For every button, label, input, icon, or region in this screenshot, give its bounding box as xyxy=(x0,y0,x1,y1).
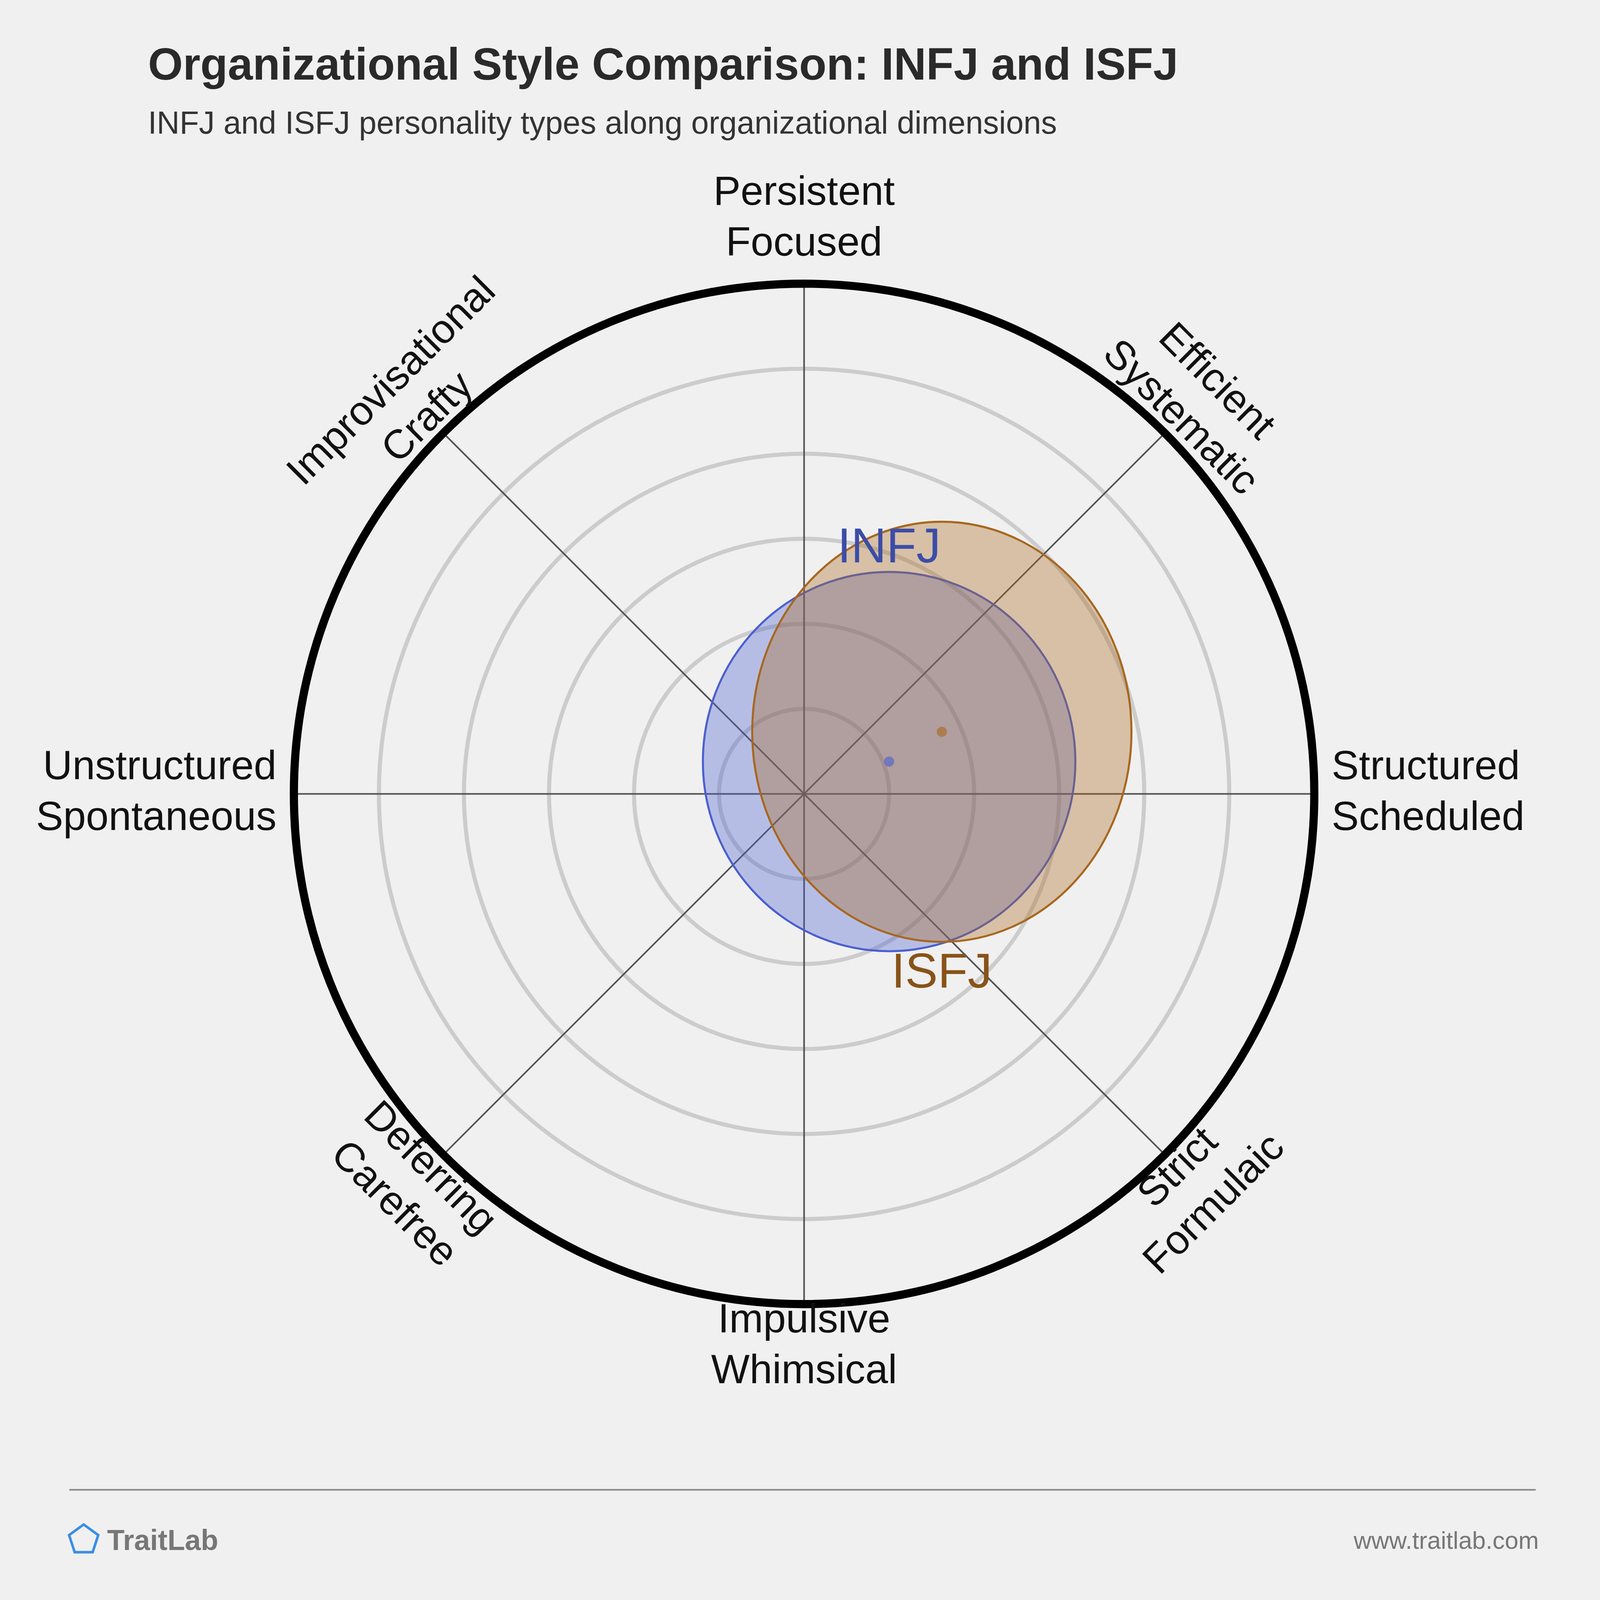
axis-label-line: Focused xyxy=(726,218,883,265)
axis-label-line: Persistent xyxy=(713,168,895,214)
axis-label-line: Unstructured xyxy=(42,742,277,788)
background xyxy=(0,0,1600,1600)
spoke xyxy=(443,433,1165,1155)
brand: TraitLab xyxy=(107,1524,219,1556)
footer-rule xyxy=(69,1489,1536,1491)
series-label: ISFJ xyxy=(891,943,993,998)
axis-label-line: Carefree xyxy=(322,1130,468,1276)
axis-label-line: Systematic xyxy=(1094,329,1268,503)
axis-label: EfficientSystematic xyxy=(1094,293,1305,504)
axis-label: Structured Scheduled xyxy=(1331,742,1525,840)
marks xyxy=(702,521,1132,952)
axis-label: ImpulsiveWhimsical xyxy=(711,1295,898,1393)
subtitle: INFJ and ISFJ personality types along or… xyxy=(148,104,1057,141)
axis-label-line: Whimsical xyxy=(711,1346,898,1392)
chart: Organizational Style Comparison: INFJ an… xyxy=(0,0,1600,1600)
title: Organizational Style Comparison: INFJ an… xyxy=(148,38,1179,90)
axis-label: DeferringCarefree xyxy=(319,1091,507,1279)
axis-label-line: Scheduled xyxy=(1331,793,1525,839)
axis-label-line: Improvisational xyxy=(277,267,504,494)
outer-ring xyxy=(294,283,1315,1304)
series-label: INFJ xyxy=(837,518,941,573)
axis-label: StrictFormulaic xyxy=(1097,1087,1293,1283)
type-region xyxy=(752,521,1132,942)
axis-label-line: Impulsive xyxy=(718,1295,891,1342)
axis-label-line: Spontaneous xyxy=(36,793,277,839)
url: www.traitlab.com xyxy=(1353,1526,1539,1554)
axis-label-line: Formulaic xyxy=(1133,1123,1293,1283)
axis-label: ImprovisationalCrafty xyxy=(277,267,540,530)
axis-label-line: Structured xyxy=(1331,742,1520,788)
type-center xyxy=(936,726,948,738)
type-center xyxy=(884,756,895,767)
brand-logo xyxy=(69,1524,99,1552)
spokes xyxy=(294,283,1315,1304)
axis-label: Unstructured Spontaneous xyxy=(36,742,277,840)
axis-label-line: Crafty xyxy=(372,361,482,471)
axis-label: PersistentFocused xyxy=(713,168,895,265)
axis-labels: PersistentFocused EfficientSystematic Stru… xyxy=(36,168,1525,1392)
